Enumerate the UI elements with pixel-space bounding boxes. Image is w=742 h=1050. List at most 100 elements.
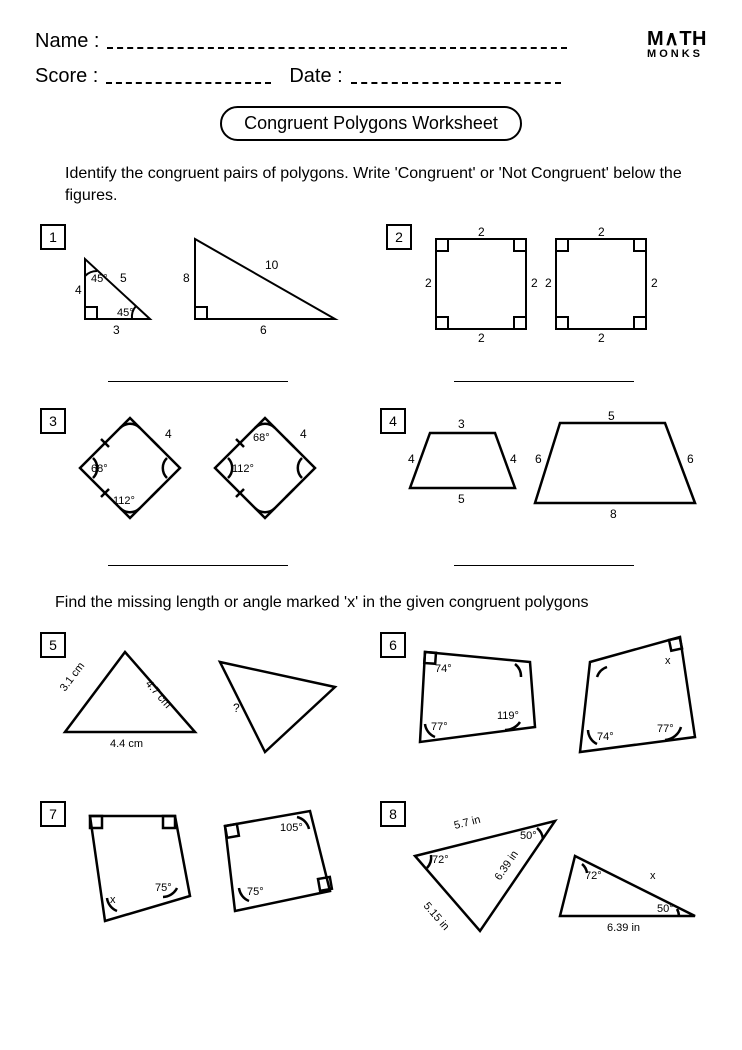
- angle-label: 74°: [597, 731, 614, 743]
- angle-label: 45°: [91, 273, 108, 285]
- side-label: 2: [545, 276, 552, 290]
- side-label: 3: [113, 323, 120, 337]
- angle-label: 68°: [91, 463, 108, 475]
- side-label: 5.15 in: [421, 900, 452, 933]
- angle-label: 50°: [520, 830, 537, 842]
- side-label: 3.1 cm: [58, 660, 87, 694]
- side-label: 4: [510, 452, 517, 466]
- problem-number: 1: [40, 224, 66, 250]
- problem-3-figure: 4 68° 112° 4 68° 112°: [35, 408, 355, 538]
- side-label: 2: [598, 225, 605, 239]
- angle-label: 68°: [253, 432, 270, 444]
- unknown-label: x: [110, 894, 116, 906]
- problem-6: 6 74° 119° 77° x 74° 77°: [375, 632, 715, 777]
- angle-label: 77°: [657, 723, 674, 735]
- date-blank[interactable]: [351, 70, 561, 84]
- side-label: 4: [165, 427, 172, 441]
- row-1: 1 45° 45° 4 5 3 8 10 6 2: [35, 224, 707, 364]
- worksheet-title: Congruent Polygons Worksheet: [220, 106, 522, 141]
- problem-8: 8 5.7 in 5.15 in 6.39 in 72° 50° 72° 50°…: [375, 801, 715, 951]
- problem-1-figure: 45° 45° 4 5 3 8 10 6: [35, 224, 355, 354]
- side-label: 4.7 cm: [143, 678, 174, 711]
- problem-number: 5: [40, 632, 66, 658]
- answer-row-2: [35, 558, 707, 566]
- problem-5-figure: 3.1 cm 4.7 cm 4.4 cm ?: [35, 632, 355, 772]
- title-wrap: Congruent Polygons Worksheet: [35, 106, 707, 141]
- logo: M∧TH MONKS: [647, 30, 707, 59]
- side-label: 5: [120, 271, 127, 285]
- side-label: 4: [75, 283, 82, 297]
- angle-label: 75°: [247, 886, 264, 898]
- side-label: 5: [608, 409, 615, 423]
- problem-3: 3 4 68° 112° 4 68° 112°: [35, 408, 355, 548]
- side-label: 5: [458, 492, 465, 506]
- side-label: 2: [651, 276, 658, 290]
- angle-label: 72°: [585, 870, 602, 882]
- answer-row-1: [35, 374, 707, 382]
- side-label: 10: [265, 258, 279, 272]
- problem-5: 5 3.1 cm 4.7 cm 4.4 cm ?: [35, 632, 355, 777]
- side-label: 6: [535, 452, 542, 466]
- side-label: 6.39 in: [607, 922, 640, 934]
- problem-number: 7: [40, 801, 66, 827]
- side-label: 4: [408, 452, 415, 466]
- side-label: 2: [598, 331, 605, 345]
- answer-blank[interactable]: [454, 564, 634, 566]
- side-label: 5.7 in: [453, 814, 482, 832]
- angle-label: 50°: [657, 903, 674, 915]
- angle-label: 75°: [155, 882, 172, 894]
- angle-label: 74°: [435, 663, 452, 675]
- unknown-label: x: [650, 870, 656, 882]
- instruction-1: Identify the congruent pairs of polygons…: [65, 163, 697, 206]
- side-label: 3: [458, 417, 465, 431]
- name-label: Name :: [35, 30, 99, 53]
- date-label: Date :: [289, 65, 342, 88]
- side-label: 2: [425, 276, 432, 290]
- row-3: 5 3.1 cm 4.7 cm 4.4 cm ? 6: [35, 632, 707, 777]
- answer-blank[interactable]: [108, 564, 288, 566]
- angle-label: 77°: [431, 721, 448, 733]
- answer-blank[interactable]: [108, 380, 288, 382]
- problem-8-figure: 5.7 in 5.15 in 6.39 in 72° 50° 72° 50° x…: [375, 801, 715, 951]
- score-blank[interactable]: [106, 70, 271, 84]
- side-label: 4: [300, 427, 307, 441]
- side-label: 6: [260, 323, 267, 337]
- side-label: 2: [478, 225, 485, 239]
- problem-7: 7 x 75° 105° 75°: [35, 801, 355, 951]
- problem-number: 6: [380, 632, 406, 658]
- problem-2: 2 2 2 2 2 2 2 2 2: [381, 224, 707, 364]
- problem-4-figure: 3 4 4 5 5 6 6 8: [375, 408, 715, 538]
- row-2: 3 4 68° 112° 4 68° 112° 4: [35, 408, 707, 548]
- unknown-label: x: [665, 655, 671, 667]
- problem-2-figure: 2 2 2 2 2 2 2 2: [381, 224, 701, 354]
- angle-label: 45°: [117, 307, 134, 319]
- angle-label: 112°: [113, 495, 135, 507]
- problem-4: 4 3 4 4 5 5 6 6 8: [375, 408, 715, 548]
- angle-label: 72°: [432, 854, 449, 866]
- name-blank[interactable]: [107, 35, 567, 49]
- problem-7-figure: x 75° 105° 75°: [35, 801, 355, 941]
- score-label: Score :: [35, 65, 98, 88]
- problem-number: 8: [380, 801, 406, 827]
- unknown-label: ?: [233, 701, 240, 715]
- problem-number: 4: [380, 408, 406, 434]
- angle-label: 105°: [280, 822, 303, 834]
- logo-top: M∧TH: [647, 30, 707, 49]
- side-label: 4.4 cm: [110, 738, 143, 750]
- problem-number: 3: [40, 408, 66, 434]
- name-row: Name :: [35, 30, 707, 53]
- side-label: 2: [531, 276, 538, 290]
- side-label: 8: [183, 271, 190, 285]
- answer-blank[interactable]: [454, 380, 634, 382]
- side-label: 2: [478, 331, 485, 345]
- problem-number: 2: [386, 224, 412, 250]
- score-date-row: Score : Date :: [35, 65, 707, 88]
- row-4: 7 x 75° 105° 75° 8: [35, 801, 707, 951]
- side-label: 8: [610, 507, 617, 521]
- side-label: 6: [687, 452, 694, 466]
- instruction-2: Find the missing length or angle marked …: [55, 592, 697, 614]
- angle-label: 119°: [497, 710, 519, 722]
- problem-1: 1 45° 45° 4 5 3 8 10 6: [35, 224, 361, 364]
- logo-bottom: MONKS: [647, 49, 707, 59]
- angle-label: 112°: [232, 463, 254, 475]
